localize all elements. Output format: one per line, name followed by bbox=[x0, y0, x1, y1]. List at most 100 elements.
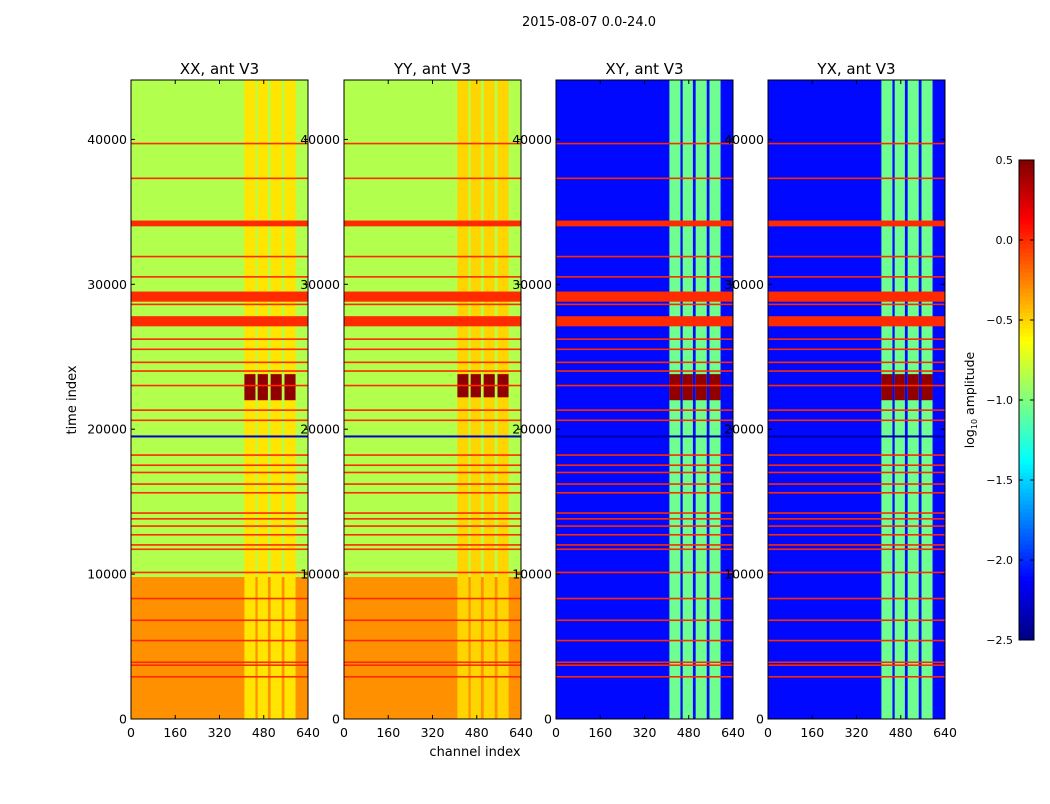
colorbar-segment bbox=[1019, 632, 1034, 637]
rfi-hot-block bbox=[257, 374, 268, 401]
flagged-row bbox=[556, 471, 733, 474]
flagged-row bbox=[344, 370, 521, 372]
flagged-row bbox=[344, 255, 521, 258]
x-tick-label: 640 bbox=[509, 725, 533, 740]
flagged-row bbox=[131, 518, 308, 520]
colorbar-segment bbox=[1019, 432, 1034, 437]
rfi-hot-block bbox=[244, 374, 256, 401]
colorbar-segment bbox=[1019, 560, 1034, 565]
x-tick-label: 160 bbox=[588, 725, 612, 740]
rfi-hot-block bbox=[695, 374, 707, 401]
colorbar-segment bbox=[1019, 336, 1034, 341]
flagged-row bbox=[344, 483, 521, 485]
flagged-row bbox=[131, 639, 308, 642]
colorbar-segment bbox=[1019, 384, 1034, 389]
colorbar-segment bbox=[1019, 348, 1034, 353]
colorbar-tick-label: −2.5 bbox=[986, 634, 1013, 647]
colorbar-segment bbox=[1019, 496, 1034, 501]
colorbar-segment bbox=[1019, 224, 1034, 229]
colorbar-segment bbox=[1019, 352, 1034, 357]
rfi-hot-block bbox=[907, 374, 919, 401]
y-tick-label: 40000 bbox=[512, 132, 552, 147]
colorbar-segment bbox=[1019, 512, 1034, 517]
colorbar-tick-label: 0.5 bbox=[996, 154, 1014, 167]
flagged-row bbox=[344, 571, 521, 574]
flagged-row bbox=[344, 664, 521, 666]
colorbar-segment bbox=[1019, 240, 1034, 245]
y-tick-label: 10000 bbox=[87, 567, 127, 582]
figure-title: 2015-08-07 0.0-24.0 bbox=[522, 15, 656, 30]
x-tick-label: 640 bbox=[721, 725, 745, 740]
panel-yy: YY, ant V3 0 160 320 480 640 0 10000 20000 30000 4… bbox=[300, 60, 533, 740]
x-tick-label: 160 bbox=[163, 725, 187, 740]
colorbar-segment bbox=[1019, 304, 1034, 309]
flagged-row bbox=[344, 491, 521, 494]
flagged-row bbox=[131, 512, 308, 514]
colorbar-segment bbox=[1019, 288, 1034, 293]
colorbar-segment bbox=[1019, 556, 1034, 561]
flagged-row bbox=[131, 544, 308, 546]
flagged-row bbox=[131, 419, 308, 422]
flagged-row bbox=[131, 571, 308, 574]
colorbar-segment bbox=[1019, 180, 1034, 185]
flagged-band bbox=[344, 316, 521, 327]
colorbar-segment bbox=[1019, 580, 1034, 585]
colorbar-segment bbox=[1019, 160, 1034, 165]
colorbar-segment bbox=[1019, 452, 1034, 457]
colorbar-tick-label: −1.5 bbox=[986, 474, 1013, 487]
flagged-row bbox=[768, 303, 945, 306]
x-tick-label: 320 bbox=[633, 725, 657, 740]
colorbar-segment bbox=[1019, 236, 1034, 241]
flagged-row bbox=[131, 597, 308, 600]
flagged-row bbox=[768, 276, 945, 278]
flagged-row bbox=[768, 619, 945, 622]
flagged-row bbox=[344, 303, 521, 306]
flagged-row bbox=[556, 661, 733, 664]
colorbar-segment bbox=[1019, 284, 1034, 289]
colorbar-segment bbox=[1019, 592, 1034, 597]
flagged-row bbox=[344, 276, 521, 278]
colorbar-segment bbox=[1019, 544, 1034, 549]
flagged-row bbox=[556, 464, 733, 467]
y-tick-label: 40000 bbox=[87, 132, 127, 147]
panel-title: YY, ant V3 bbox=[393, 60, 471, 78]
x-axis-label: channel index bbox=[429, 745, 520, 760]
colorbar-segment bbox=[1019, 420, 1034, 425]
flagged-band bbox=[131, 220, 308, 227]
colorbar-segment bbox=[1019, 400, 1034, 405]
colorbar-segment bbox=[1019, 292, 1034, 297]
colorbar-segment bbox=[1019, 548, 1034, 553]
colorbar-segment bbox=[1019, 360, 1034, 365]
flagged-row bbox=[556, 664, 733, 666]
colorbar-segment bbox=[1019, 396, 1034, 401]
colorbar-segment bbox=[1019, 404, 1034, 409]
rfi-hot-block bbox=[669, 374, 681, 401]
colorbar-segment bbox=[1019, 576, 1034, 581]
flagged-row bbox=[344, 142, 521, 145]
flagged-row bbox=[344, 533, 521, 536]
flagged-row bbox=[131, 338, 308, 340]
colorbar-segment bbox=[1019, 308, 1034, 313]
colorbar-segment bbox=[1019, 188, 1034, 193]
y-axis-label: time index bbox=[65, 365, 80, 434]
flagged-row bbox=[556, 512, 733, 514]
rfi-channel-column bbox=[457, 80, 469, 719]
y-tick-label: 0 bbox=[332, 712, 340, 727]
flagged-row bbox=[131, 533, 308, 536]
flagged-row bbox=[344, 512, 521, 514]
colorbar-segment bbox=[1019, 216, 1034, 221]
colorbar-segment bbox=[1019, 488, 1034, 493]
colorbar-segment bbox=[1019, 200, 1034, 205]
flagged-row bbox=[344, 338, 521, 340]
flagged-row bbox=[768, 483, 945, 485]
colorbar-segment bbox=[1019, 436, 1034, 441]
flagged-row bbox=[768, 471, 945, 474]
y-tick-label: 10000 bbox=[724, 567, 764, 582]
colorbar-segment bbox=[1019, 448, 1034, 453]
colorbar-segment bbox=[1019, 476, 1034, 481]
colorbar-segment bbox=[1019, 376, 1034, 381]
flagged-row bbox=[768, 533, 945, 536]
flagged-row bbox=[556, 338, 733, 340]
flagged-row bbox=[131, 409, 308, 411]
colorbar-segment bbox=[1019, 492, 1034, 497]
